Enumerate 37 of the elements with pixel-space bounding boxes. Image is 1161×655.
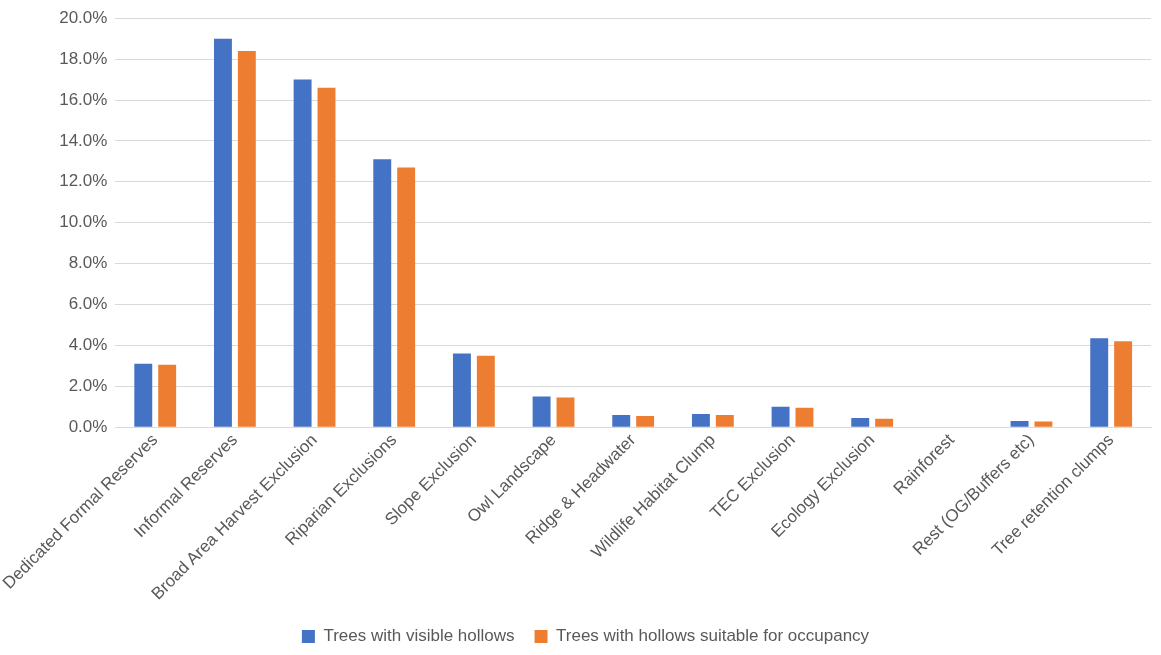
bar [1114,341,1133,427]
bar [1034,421,1053,427]
bar [691,413,710,427]
bar [317,87,336,427]
y-tick-label: 18.0% [59,48,108,68]
bar [556,397,575,427]
y-tick-label: 10.0% [59,212,108,232]
bar [158,364,177,427]
y-tick-label: 4.0% [68,335,108,355]
bar [636,415,655,427]
bar [452,353,471,427]
y-tick-label: 20.0% [59,7,108,27]
bar [1090,338,1109,427]
legend-label: Trees with visible hollows [323,626,515,646]
y-tick-label: 12.0% [59,171,108,191]
bar [612,414,631,427]
y-tick-label: 2.0% [68,376,108,396]
y-tick-label: 0.0% [68,416,108,436]
bar [476,355,495,427]
y-tick-label: 8.0% [68,253,108,273]
bar [715,414,734,427]
bar [134,363,153,427]
bar [771,406,790,427]
bar [1010,421,1029,427]
bar [293,79,312,427]
legend-label: Trees with hollows suitable for occupancy [556,626,870,646]
y-tick-label: 14.0% [59,130,108,150]
bar [875,418,894,427]
bar [373,159,392,427]
bar [213,38,232,427]
y-tick-label: 6.0% [68,294,108,314]
bar [795,407,814,427]
bar [532,396,551,427]
bar [237,50,256,427]
y-tick-label: 16.0% [59,89,108,109]
bar [851,418,870,427]
bar [397,167,416,427]
